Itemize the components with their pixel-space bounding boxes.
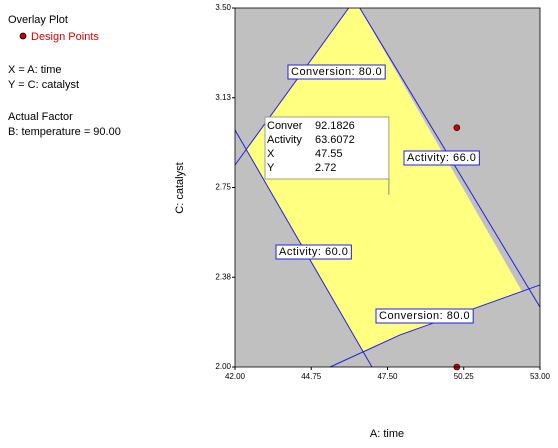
flag-value: 63.6072 — [315, 134, 355, 146]
y-tick-label: 3.13 — [215, 93, 231, 102]
legend-label: Design Points — [31, 31, 99, 43]
contour-label-box — [275, 244, 352, 260]
x-tick-label: 44.75 — [301, 372, 322, 381]
design-point — [453, 124, 461, 131]
flag-box — [264, 116, 390, 180]
feasible-region — [246, 8, 522, 352]
contour-label-box — [287, 64, 386, 80]
contour-label-box — [375, 308, 474, 324]
legend-marker — [19, 32, 27, 40]
factor-title: Actual Factor — [8, 111, 73, 123]
flag-value: 2.72 — [315, 162, 336, 174]
y-tick-label: 2.75 — [215, 183, 231, 192]
x-tick-label: 42.00 — [225, 372, 246, 381]
contour-label: Activity: 60.0 — [279, 246, 348, 258]
y-tick-label: 3.50 — [215, 3, 231, 12]
flag-label: Y — [267, 162, 275, 174]
y-axis-label: C: catalyst — [174, 162, 186, 213]
plot-layer: Conversion: 80.0 Activity: 66.0 Activity: … — [234, 7, 541, 371]
flag-label: Conver — [267, 120, 303, 132]
flag-value: 92.1826 — [315, 120, 355, 132]
x-tick-label: 50.25 — [454, 372, 475, 381]
info-x: X = A: time — [8, 64, 62, 76]
y-tick-label: 2.38 — [215, 272, 231, 281]
contour-label-box — [403, 150, 480, 166]
y-tick-label: 2.00 — [215, 362, 231, 371]
flag-label: Activity — [267, 134, 302, 146]
chart-title: Overlay Plot — [8, 14, 68, 26]
info-y: Y = C: catalyst — [8, 79, 79, 91]
contour-label: Conversion: 80.0 — [291, 66, 382, 78]
flag-value: 47.55 — [315, 148, 343, 160]
x-axis-label: A: time — [370, 428, 404, 440]
flag-label: X — [267, 148, 275, 160]
x-tick-label: 53.00 — [530, 372, 551, 381]
contour-label: Conversion: 80.0 — [379, 310, 470, 322]
x-tick-label: 47.50 — [377, 372, 398, 381]
factor: B: temperature = 90.00 — [8, 126, 121, 138]
contour-label: Activity: 66.0 — [407, 152, 476, 164]
contour-line — [234, 7, 350, 166]
